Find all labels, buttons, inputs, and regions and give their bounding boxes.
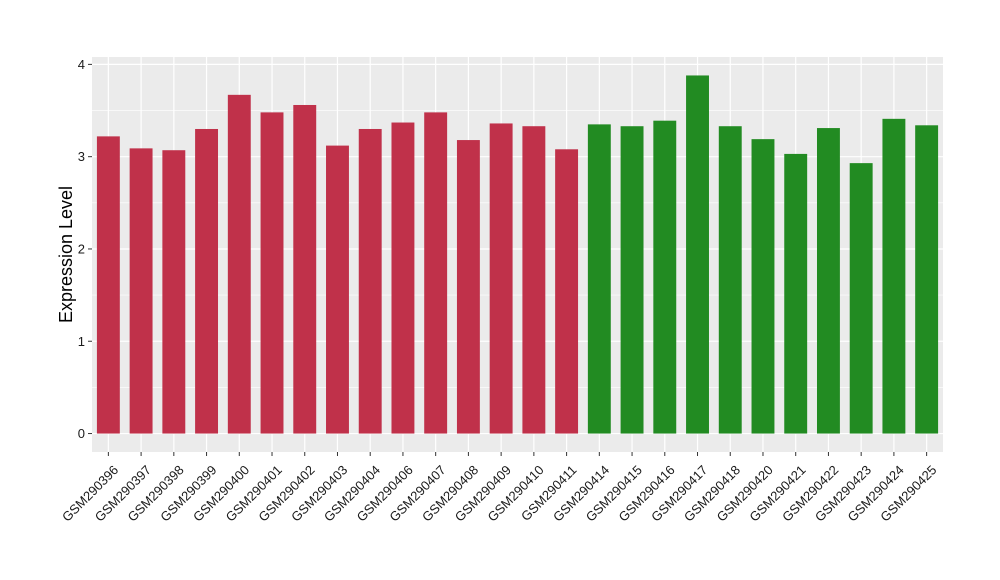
x-axis: GSM290396GSM290397GSM290398GSM290399GSM2… xyxy=(59,452,940,525)
bar xyxy=(686,75,709,434)
y-tick-label: 3 xyxy=(78,149,85,164)
bar xyxy=(293,104,317,434)
bar xyxy=(751,139,775,434)
bar xyxy=(882,118,906,434)
bar xyxy=(849,163,873,434)
bar xyxy=(227,94,251,434)
bar xyxy=(195,128,219,434)
bar xyxy=(816,128,840,434)
y-tick-label: 0 xyxy=(78,426,85,441)
bar xyxy=(653,120,677,434)
bar xyxy=(424,112,448,434)
bar xyxy=(718,126,742,434)
bar xyxy=(96,136,120,434)
y-tick-label: 1 xyxy=(78,334,85,349)
bar xyxy=(162,150,186,434)
y-tick-label: 4 xyxy=(78,57,85,72)
bar xyxy=(522,126,546,434)
y-axis: 0 1 2 3 4 xyxy=(78,57,92,441)
bar xyxy=(587,124,611,434)
bar xyxy=(129,148,153,434)
y-axis-title: Expression Level xyxy=(56,186,76,323)
bar xyxy=(555,149,579,434)
bars xyxy=(96,75,939,434)
bar xyxy=(326,145,349,434)
bar xyxy=(260,112,284,434)
y-tick-label: 2 xyxy=(78,241,85,256)
bar xyxy=(456,140,480,434)
bar xyxy=(489,123,513,434)
bar xyxy=(915,125,939,434)
bar xyxy=(358,128,382,434)
bar xyxy=(784,153,808,434)
plot-panel xyxy=(92,57,943,452)
bar xyxy=(620,126,644,434)
bar xyxy=(391,122,415,434)
